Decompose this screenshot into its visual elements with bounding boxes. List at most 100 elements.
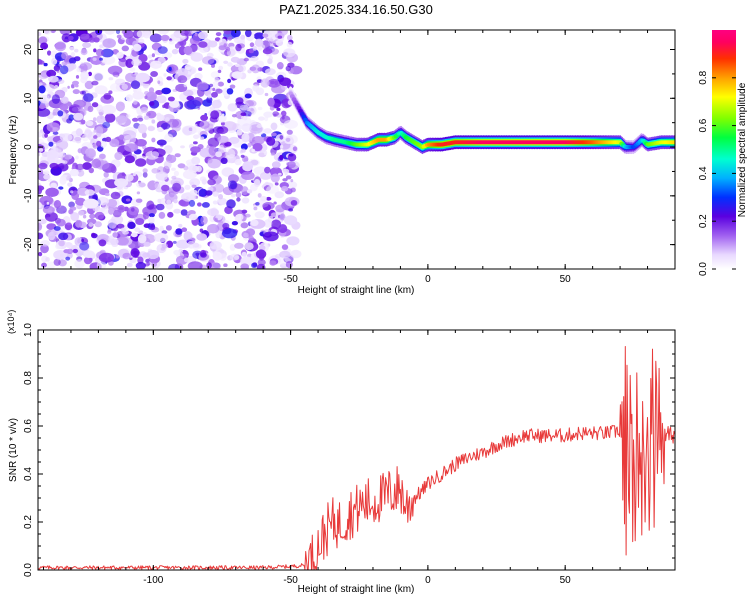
noise-blob xyxy=(87,143,94,150)
noise-blob xyxy=(191,126,202,133)
y-tick-label: -20 xyxy=(23,237,34,252)
noise-blob xyxy=(206,96,213,104)
noise-blob xyxy=(127,221,136,229)
noise-blob xyxy=(180,145,185,149)
noise-blob xyxy=(200,114,209,121)
noise-blob xyxy=(263,111,274,118)
x-tick-label: 50 xyxy=(560,274,572,285)
noise-blob xyxy=(142,168,148,173)
noise-blob xyxy=(72,80,79,86)
noise-blob xyxy=(287,34,293,41)
noise-blob xyxy=(155,171,168,181)
x-tick-label: 0 xyxy=(425,575,431,586)
noise-blob xyxy=(124,155,135,164)
noise-blob xyxy=(58,240,65,247)
noise-blob xyxy=(279,77,292,86)
noise-blob xyxy=(207,40,218,48)
noise-blob xyxy=(234,158,242,166)
noise-blob xyxy=(136,181,146,189)
noise-blob xyxy=(173,199,178,204)
noise-blob xyxy=(131,207,135,212)
noise-blob xyxy=(91,232,96,237)
noise-blob xyxy=(183,83,187,88)
noise-blob xyxy=(250,55,259,62)
noise-blob xyxy=(131,58,143,67)
noise-blob xyxy=(215,151,223,158)
noise-blob xyxy=(210,110,220,120)
noise-blob xyxy=(263,183,266,187)
noise-blob xyxy=(181,227,188,232)
noise-blob xyxy=(267,58,273,65)
noise-blob xyxy=(178,223,183,228)
noise-blob xyxy=(147,54,153,59)
noise-blob xyxy=(241,132,250,143)
noise-blob xyxy=(84,189,95,196)
noise-blob xyxy=(130,80,141,89)
noise-blob xyxy=(75,128,83,137)
noise-blob xyxy=(208,145,217,156)
noise-blob xyxy=(217,135,229,144)
noise-blob xyxy=(270,152,275,156)
noise-blob xyxy=(92,72,104,82)
noise-blob xyxy=(171,129,175,133)
noise-blob xyxy=(48,141,54,147)
noise-blob xyxy=(174,43,180,49)
noise-blob xyxy=(97,208,104,212)
noise-blob xyxy=(115,237,129,246)
noise-blob xyxy=(143,241,151,247)
noise-blob xyxy=(137,123,147,134)
noise-blob xyxy=(54,85,59,89)
noise-blob xyxy=(66,222,72,226)
noise-blob xyxy=(269,106,275,111)
noise-blob xyxy=(83,198,99,209)
noise-blob xyxy=(226,199,236,209)
noise-blob xyxy=(155,90,164,95)
noise-blob xyxy=(98,239,107,247)
x-tick-label: 0 xyxy=(425,274,431,285)
noise-blob xyxy=(94,85,108,95)
noise-blob xyxy=(240,34,246,40)
ridge-segment xyxy=(289,94,295,99)
noise-blob xyxy=(115,74,119,78)
colorbar-ticks: 0.0 0.2 0.4 0.6 0.8 xyxy=(698,70,736,276)
noise-blob xyxy=(72,248,79,254)
noise-blob xyxy=(259,171,272,180)
noise-blob xyxy=(228,136,240,144)
noise-blob xyxy=(136,30,146,38)
noise-blob xyxy=(115,101,125,112)
noise-blob xyxy=(290,249,302,259)
noise-blob xyxy=(93,117,97,122)
noise-blob xyxy=(240,222,249,229)
noise-blob xyxy=(103,93,112,100)
noise-blob xyxy=(104,192,110,197)
noise-blob xyxy=(75,219,83,228)
noise-blob xyxy=(278,224,288,234)
noise-blob xyxy=(153,232,169,243)
noise-blob xyxy=(100,55,116,65)
noise-blob xyxy=(168,40,175,45)
noise-blob xyxy=(123,30,134,39)
noise-blob xyxy=(253,206,258,211)
noise-blob xyxy=(150,71,159,77)
noise-blob xyxy=(148,216,155,224)
noise-blob xyxy=(256,124,263,129)
noise-blob xyxy=(175,228,183,235)
noise-blob xyxy=(226,88,234,95)
noise-blob xyxy=(234,255,240,260)
noise-blob xyxy=(218,146,227,153)
x-tick-label: -50 xyxy=(283,274,298,285)
noise-blob xyxy=(193,134,200,140)
noise-blob xyxy=(50,182,57,189)
noise-blob xyxy=(38,107,51,117)
noise-blob xyxy=(56,218,66,227)
noise-blob xyxy=(115,30,121,35)
x-tick-label: -50 xyxy=(283,575,298,586)
noise-blob xyxy=(104,113,116,123)
noise-blob xyxy=(40,240,50,247)
noise-blob xyxy=(118,134,125,140)
noise-blob xyxy=(286,83,294,89)
noise-blob xyxy=(169,100,180,108)
noise-blob xyxy=(165,225,172,231)
noise-blob xyxy=(227,103,238,112)
noise-blob xyxy=(88,37,96,43)
